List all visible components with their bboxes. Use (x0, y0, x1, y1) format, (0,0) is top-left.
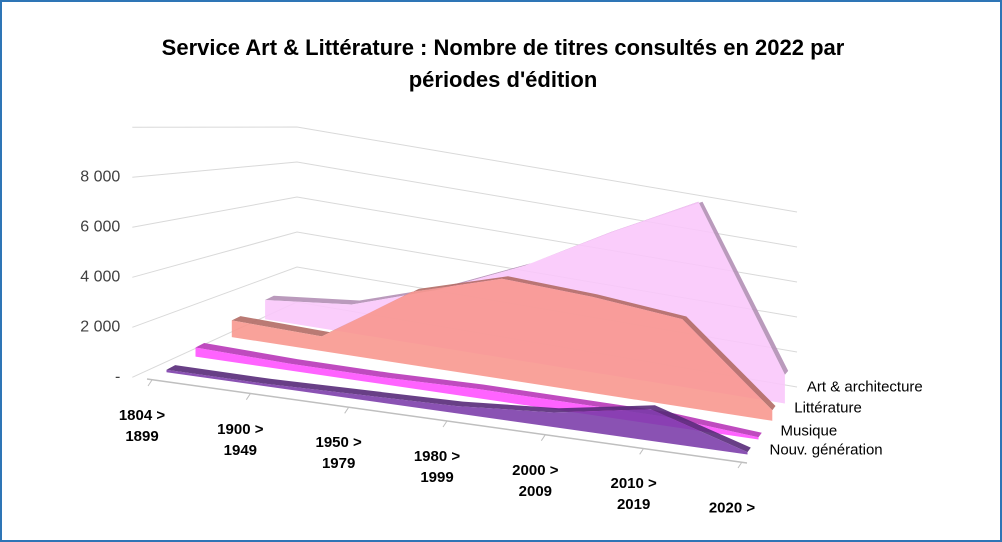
x-tick (245, 393, 251, 400)
area-top (195, 343, 762, 438)
chart-title: Service Art & Littérature : Nombre de ti… (161, 35, 845, 92)
x-tick-label: 2010 > 2019 (610, 475, 657, 514)
x-tick-label: 1804 > 1899 (118, 407, 166, 445)
plot-edge (132, 126, 798, 213)
x-tick-label: 2000 > 2009 (512, 461, 559, 500)
x-tick (442, 420, 448, 428)
area (231, 278, 773, 421)
legend-label: Littérature (794, 400, 862, 417)
y-tick-label: 2 000 (80, 318, 120, 335)
legend-label: Art & architecture (807, 378, 923, 395)
x-tick (344, 407, 350, 414)
area (166, 369, 748, 455)
legend-label: Nouv. génération (770, 441, 883, 458)
grid-line (132, 161, 798, 248)
area-top (166, 365, 751, 453)
y-tick-label: 8 000 (80, 168, 120, 185)
y-tick-label: 6 000 (80, 218, 120, 235)
y-tick-label: - (115, 368, 120, 385)
x-tick (540, 434, 546, 441)
x-tick (737, 461, 743, 469)
x-tick (147, 379, 153, 387)
legend-label: Musique (781, 422, 838, 439)
x-tick-label: 1950 > 1979 (315, 434, 362, 473)
x-tick-label: 1980 > 1999 (413, 448, 461, 486)
x-tick-label: 2020 > (708, 499, 756, 517)
x-tick-label: 1900 > 1949 (217, 420, 264, 459)
x-tick (639, 448, 645, 455)
y-tick-label: 4 000 (80, 268, 120, 285)
